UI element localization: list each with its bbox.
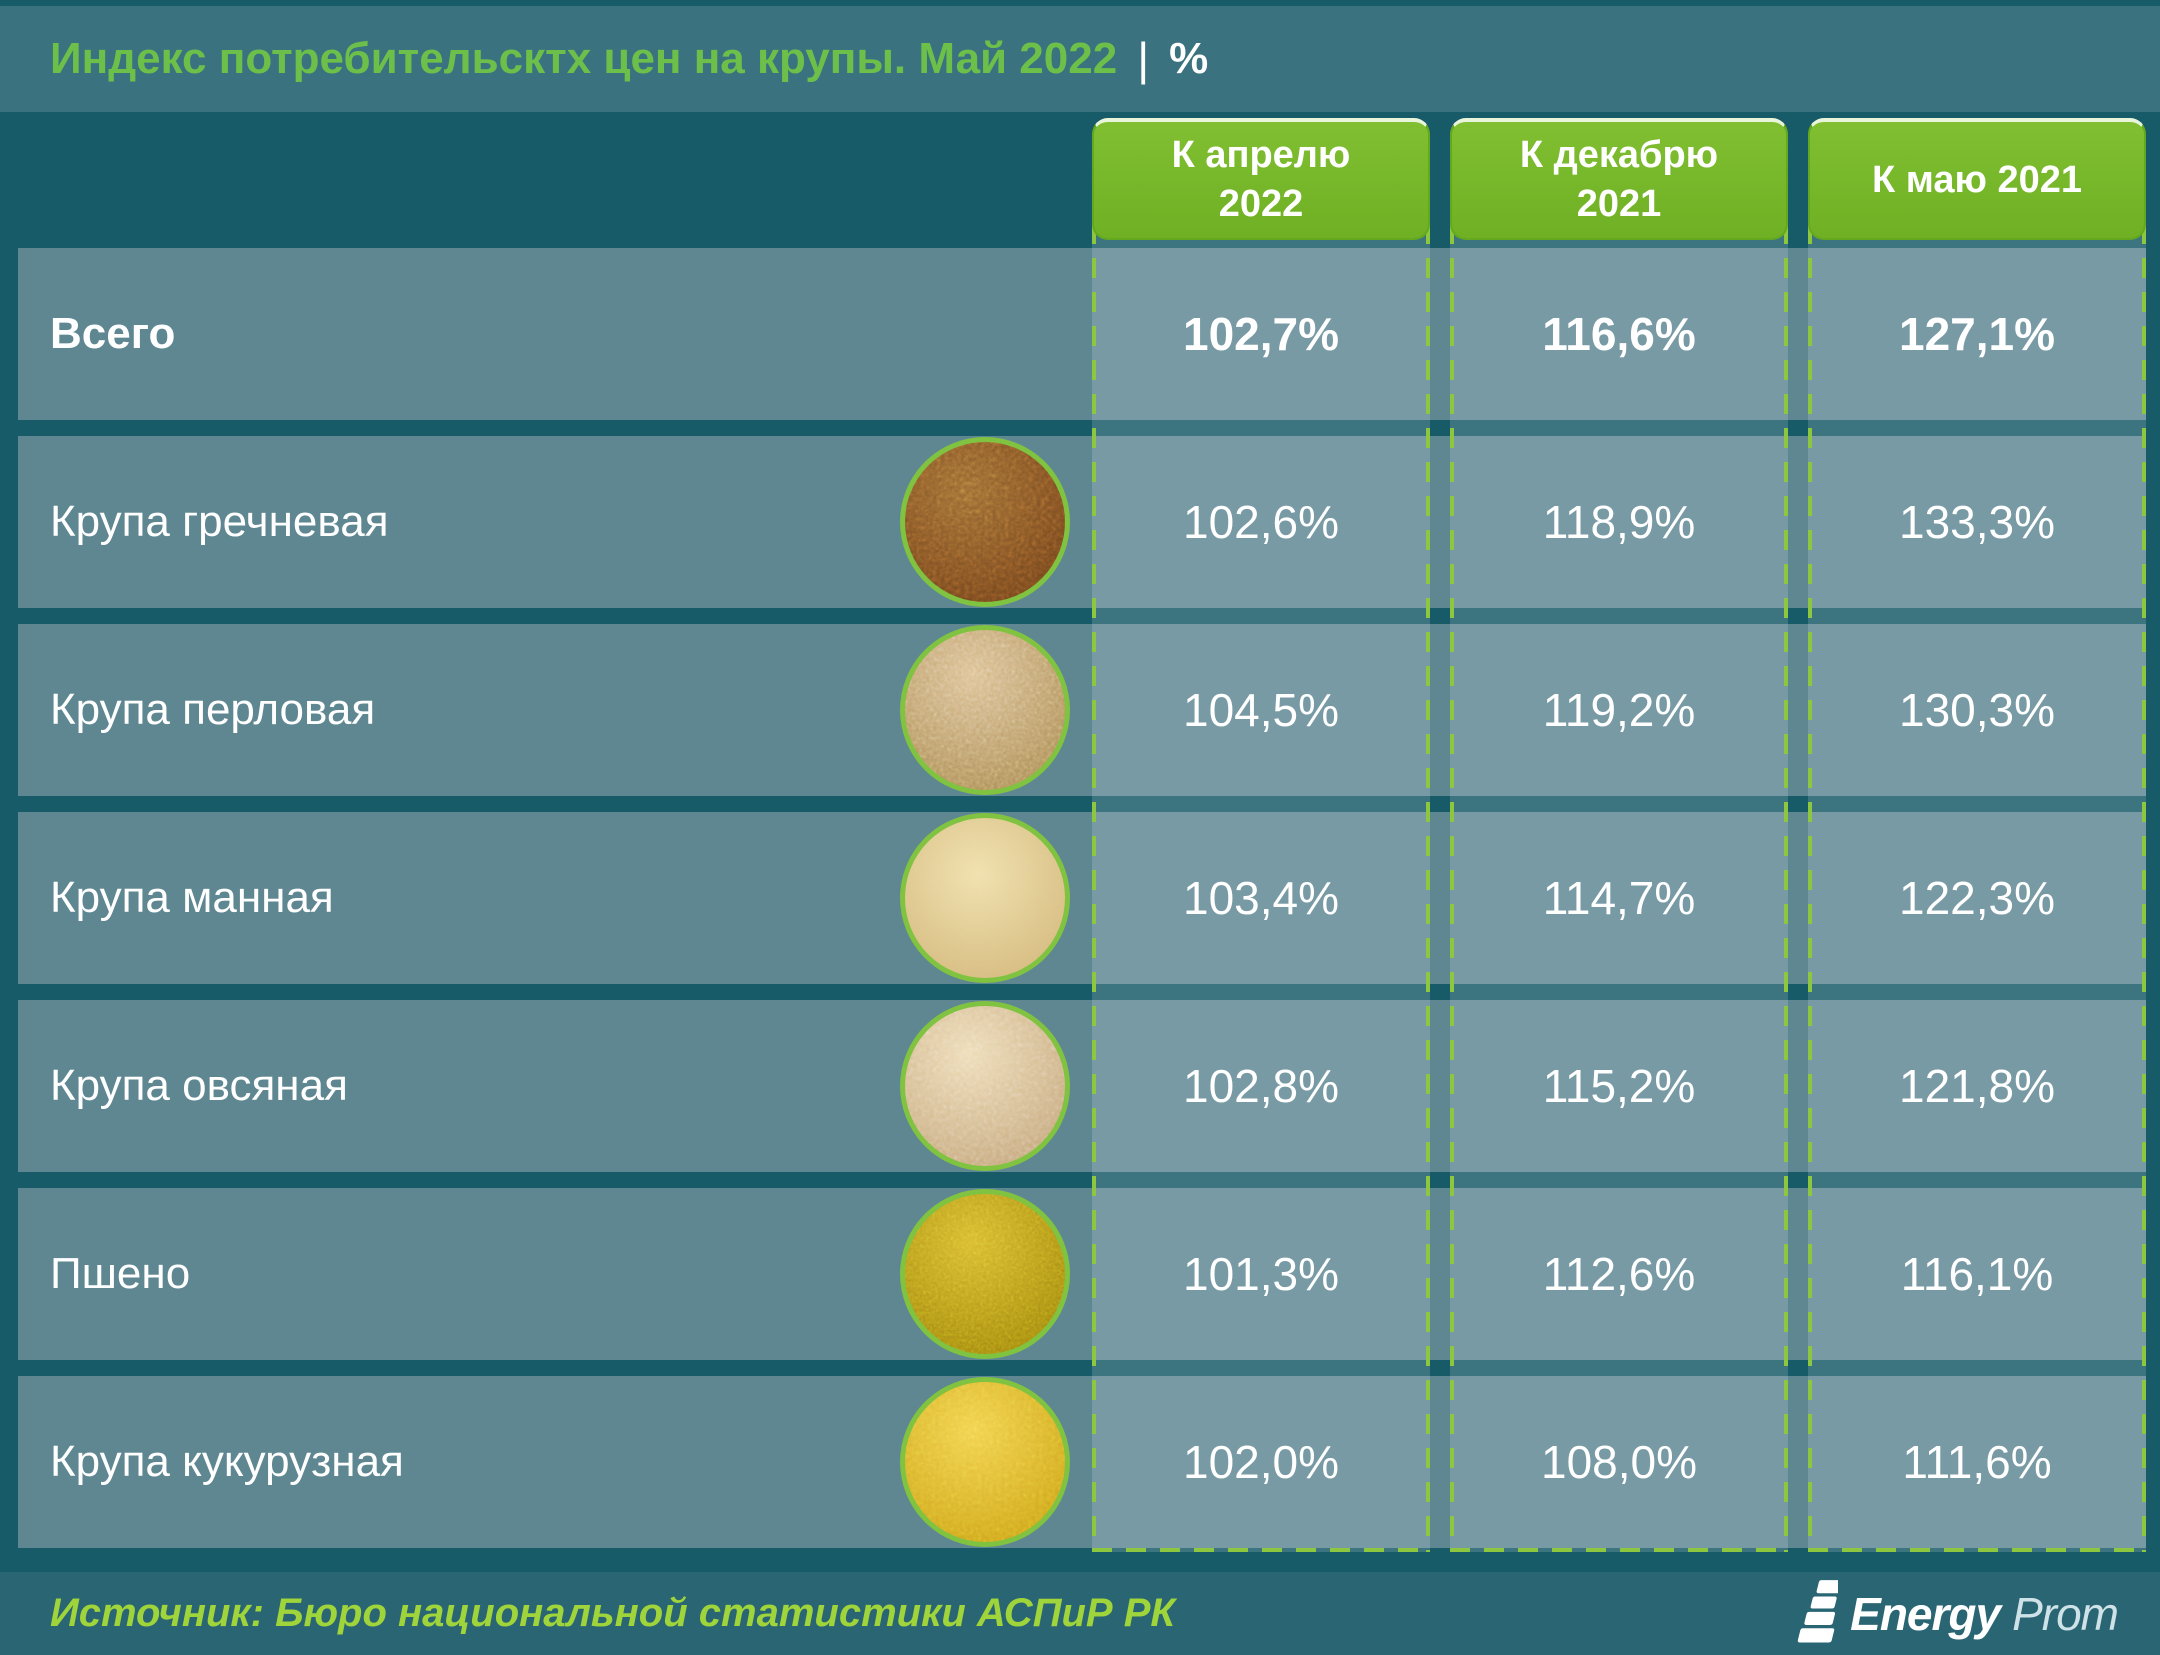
value-buckwheat-december: 118,9%: [1542, 496, 1696, 548]
row-band: [18, 436, 2146, 608]
value-corn-may: 111,6%: [1902, 1436, 2052, 1488]
row-label-millet: Пшено: [50, 1249, 191, 1298]
value-oat-may: 121,8%: [1898, 1060, 2055, 1112]
column-header-december-2021: К декабрю 2021: [1450, 118, 1788, 240]
value-pearl-december: 119,2%: [1542, 684, 1696, 736]
value-buckwheat-may: 133,3%: [1898, 496, 2055, 548]
row-band: [18, 1000, 2146, 1172]
row-band: [18, 1188, 2146, 1360]
page-title: Индекс потребительсктх цен на крупы. Май…: [50, 34, 1118, 83]
energyprom-logo: Energy Prom: [1786, 1572, 2119, 1655]
column-strip-december-2021: [1450, 190, 1788, 1552]
row-label-pearl-barley: Крупа перловая: [50, 685, 376, 734]
pearl-barley-image: [900, 625, 1070, 795]
row-band: [18, 1376, 2146, 1548]
row-band: [18, 248, 2146, 420]
footer-bar: Источник: Бюро национальной статистики А…: [0, 1572, 2160, 1655]
value-semolina-december: 114,7%: [1542, 872, 1696, 924]
value-total-december: 116,6%: [1542, 308, 1696, 360]
value-millet-may: 116,1%: [1900, 1248, 2054, 1300]
value-semolina-may: 122,3%: [1898, 872, 2055, 924]
buckwheat-image: [900, 437, 1070, 607]
value-corn-december: 108,0%: [1540, 1436, 1697, 1488]
value-oat-december: 115,2%: [1542, 1060, 1696, 1112]
title-bar: Индекс потребительсктх цен на крупы. Май…: [0, 6, 2160, 112]
oat-image: [900, 1001, 1070, 1171]
row-label-corn: Крупа кукурузная: [50, 1437, 404, 1486]
title-separator: |: [1137, 33, 1150, 85]
value-millet-december: 112,6%: [1542, 1248, 1696, 1300]
value-buckwheat-april: 102,6%: [1182, 496, 1339, 548]
column-header-line2: 2022: [1218, 183, 1304, 225]
row-label-buckwheat: Крупа гречневая: [50, 497, 389, 546]
energyprom-logo-icon: [1797, 1579, 1839, 1642]
column-header-line1: К апрелю: [1171, 134, 1351, 177]
column-header-line1: К декабрю: [1519, 134, 1719, 177]
millet-image: [900, 1189, 1070, 1359]
corn-image: [900, 1377, 1070, 1547]
value-semolina-april: 103,4%: [1182, 872, 1339, 924]
row-label-total: Всего: [50, 309, 176, 358]
row-label-semolina: Крупа манная: [50, 873, 334, 922]
value-pearl-may: 130,3%: [1898, 684, 2055, 736]
column-header-may-2021: К маю 2021: [1808, 118, 2146, 240]
semolina-image: [900, 813, 1070, 983]
logo-text-energy: Energy: [1850, 1587, 2001, 1640]
value-millet-april: 101,3%: [1182, 1248, 1339, 1300]
title-unit: %: [1169, 34, 1209, 83]
row-band: [18, 812, 2146, 984]
row-label-oat: Крупа овсяная: [50, 1061, 348, 1110]
column-strip-may-2021: [1808, 190, 2146, 1552]
column-strip-april-2022: [1092, 190, 1430, 1552]
column-header-line2: 2021: [1576, 183, 1662, 225]
source-note: Источник: Бюро национальной статистики А…: [50, 1591, 1175, 1635]
row-band: [18, 624, 2146, 796]
value-total-may: 127,1%: [1898, 308, 2055, 360]
logo-text-prom: Prom: [2012, 1587, 2119, 1640]
value-total-april: 102,7%: [1182, 308, 1339, 360]
value-pearl-april: 104,5%: [1182, 684, 1339, 736]
value-oat-april: 102,8%: [1182, 1060, 1339, 1112]
value-corn-april: 102,0%: [1182, 1436, 1339, 1488]
column-header-april-2022: К апрелю 2022: [1092, 118, 1430, 240]
column-header-line1: К маю 2021: [1871, 158, 2083, 201]
